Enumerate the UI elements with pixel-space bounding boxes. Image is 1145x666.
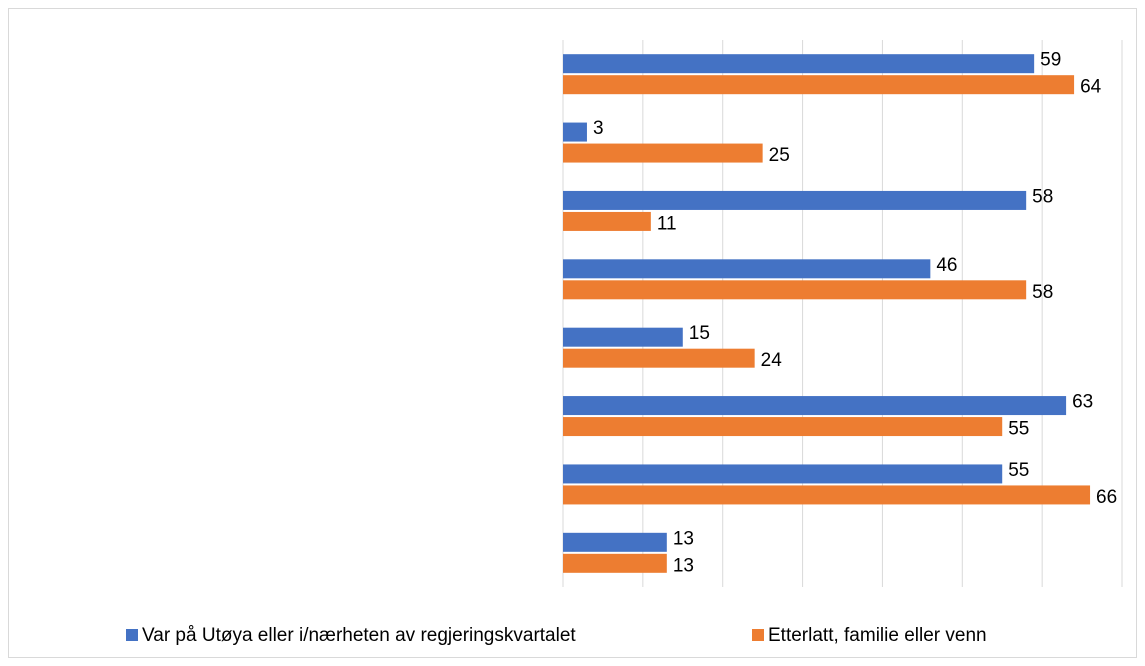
- value-label: 55: [1008, 460, 1029, 481]
- value-label: 58: [1032, 282, 1053, 303]
- bar: [563, 143, 763, 163]
- bar: [563, 75, 1075, 95]
- bar: [563, 396, 1067, 416]
- value-label: 55: [1008, 419, 1029, 440]
- value-label: 63: [1072, 392, 1093, 413]
- bar: [563, 348, 755, 368]
- bar: [563, 417, 1003, 437]
- value-label: 13: [673, 555, 694, 576]
- value-label: 3: [593, 118, 604, 139]
- legend-label: Etterlatt, familie eller venn: [768, 625, 987, 646]
- value-label: 13: [673, 528, 694, 549]
- value-label: 25: [769, 145, 790, 166]
- value-label: 11: [657, 213, 677, 234]
- bar: [563, 464, 1003, 484]
- legend-swatch: [126, 629, 138, 641]
- value-label: 46: [936, 255, 957, 276]
- bar: [563, 211, 651, 231]
- legend-label: Var på Utøya eller i/nærheten av regjeri…: [142, 625, 576, 646]
- bar: [563, 190, 1027, 210]
- legend-swatch: [752, 629, 764, 641]
- value-label: 59: [1040, 50, 1061, 71]
- bar: [563, 532, 667, 552]
- value-label: 15: [689, 323, 710, 344]
- value-label: 66: [1096, 487, 1117, 508]
- bar: [563, 327, 683, 347]
- value-label: 58: [1032, 186, 1053, 207]
- value-label: 24: [761, 350, 783, 371]
- bar: [563, 122, 587, 142]
- bar: [563, 259, 931, 279]
- bar: [563, 553, 667, 573]
- bar: [563, 485, 1091, 505]
- bar: [563, 54, 1035, 74]
- value-label: 64: [1080, 77, 1102, 98]
- bar: [563, 280, 1027, 300]
